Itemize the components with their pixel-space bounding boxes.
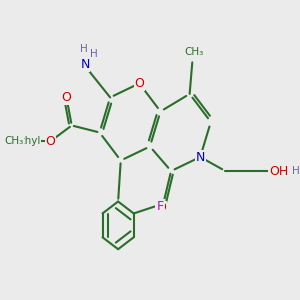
Text: CH₃: CH₃ bbox=[5, 136, 24, 146]
Text: methyl: methyl bbox=[4, 136, 40, 146]
Text: O: O bbox=[46, 135, 56, 148]
Text: H: H bbox=[80, 44, 88, 54]
Text: H: H bbox=[292, 166, 299, 176]
Text: H: H bbox=[90, 49, 98, 59]
Text: O: O bbox=[61, 91, 71, 104]
Text: F: F bbox=[157, 200, 164, 213]
Text: O: O bbox=[134, 77, 144, 90]
Text: CH₃: CH₃ bbox=[185, 47, 204, 57]
Text: N: N bbox=[196, 151, 205, 164]
Text: N: N bbox=[80, 58, 90, 71]
Text: OH: OH bbox=[269, 164, 288, 178]
Text: O: O bbox=[156, 201, 166, 214]
